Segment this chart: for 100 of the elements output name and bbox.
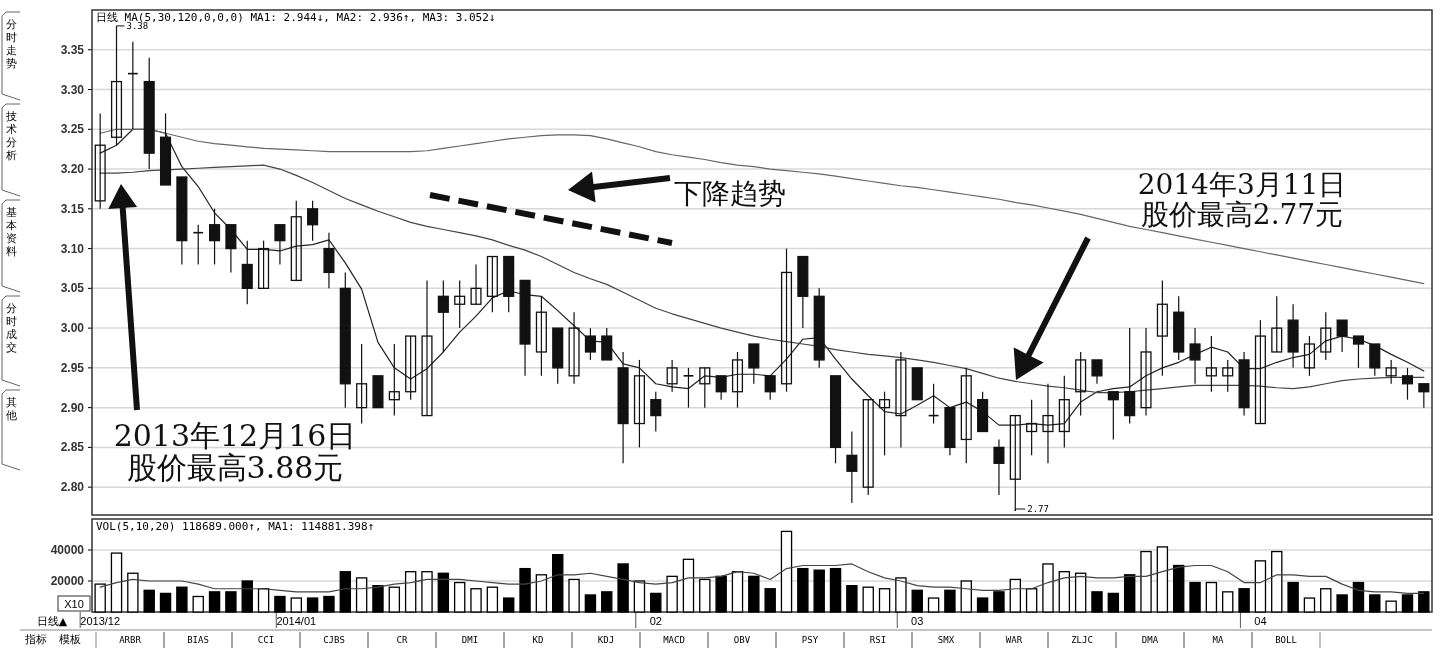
candlestick xyxy=(1156,279,1168,377)
bar xyxy=(1189,581,1201,613)
bar xyxy=(1418,591,1430,613)
y-tick-label: 20000 xyxy=(50,574,85,588)
bar xyxy=(944,589,956,613)
bar xyxy=(617,563,629,613)
candlestick xyxy=(1140,327,1152,417)
bar xyxy=(453,581,466,613)
y-tick-label: 3.20 xyxy=(60,162,85,177)
text: 分时成交 xyxy=(5,302,17,354)
candlestick xyxy=(356,343,368,425)
candlestick xyxy=(470,263,482,305)
candlestick xyxy=(1320,311,1332,361)
text: RSI xyxy=(869,635,887,645)
text: WAR xyxy=(1005,635,1023,645)
bar xyxy=(421,571,433,613)
y-tick-label: 2.95 xyxy=(60,360,85,375)
candlestick xyxy=(454,279,466,329)
text: KDJ xyxy=(597,635,615,645)
candlestick xyxy=(290,200,302,282)
bar xyxy=(993,591,1005,613)
candlestick xyxy=(601,327,613,361)
candlestick xyxy=(895,351,907,448)
bar xyxy=(552,554,564,613)
y-tick-label: 3.00 xyxy=(60,321,85,336)
text: 日线▲ xyxy=(36,615,68,628)
candlestick xyxy=(862,399,874,496)
bar xyxy=(1107,592,1120,613)
candlestick xyxy=(633,359,645,448)
candlestick xyxy=(274,224,286,266)
y-tick-label: 3.15 xyxy=(60,201,85,216)
x-tick-label: 2014/01 xyxy=(276,615,317,627)
bar xyxy=(323,595,335,613)
bar xyxy=(666,575,678,613)
candlestick xyxy=(568,311,580,385)
bar xyxy=(715,575,727,613)
bar xyxy=(372,585,384,613)
y-tick-label: 2.90 xyxy=(60,400,85,415)
candlestick xyxy=(1026,399,1038,456)
bar xyxy=(1271,550,1283,613)
annotation: 2014年3月11日 xyxy=(1137,168,1347,201)
bar xyxy=(748,575,760,613)
candlestick xyxy=(1254,319,1266,425)
candlestick xyxy=(1336,319,1348,353)
bar xyxy=(682,558,695,613)
candlestick xyxy=(764,375,776,401)
candlestick xyxy=(993,438,1005,496)
candlestick xyxy=(241,240,253,305)
bar xyxy=(192,595,204,613)
candlestick xyxy=(258,240,270,289)
bar xyxy=(829,567,842,613)
candlestick xyxy=(94,112,106,210)
bar xyxy=(241,580,253,613)
candlestick xyxy=(731,351,744,409)
candlestick xyxy=(960,367,972,464)
bar xyxy=(176,586,188,613)
bar xyxy=(878,588,891,613)
annotation: 股价最高3.88元 xyxy=(126,450,344,485)
bar xyxy=(780,530,793,613)
candlestick xyxy=(225,224,237,274)
candlestick xyxy=(388,343,400,417)
candlestick xyxy=(1091,359,1103,385)
text: BIAS xyxy=(187,635,209,645)
text: MA xyxy=(1212,635,1224,645)
bar xyxy=(290,597,302,613)
text: DMI xyxy=(461,635,479,645)
bar xyxy=(976,597,989,613)
y-tick-label: 40000 xyxy=(50,543,85,557)
bar xyxy=(1352,581,1365,613)
candlestick xyxy=(1303,335,1315,377)
candlestick xyxy=(307,200,319,242)
y-tick-label: 3.35 xyxy=(60,42,85,57)
x-tick-label: 2013/12 xyxy=(80,615,121,627)
bar xyxy=(257,588,270,613)
text: 分时走势 xyxy=(5,18,17,70)
bar xyxy=(1385,600,1397,613)
x-tick-label: 03 xyxy=(911,615,924,627)
annotation: 下降趋势 xyxy=(674,177,786,210)
bar xyxy=(470,588,482,613)
x-tick-label: 04 xyxy=(1254,615,1267,627)
bar xyxy=(699,578,711,613)
candlestick xyxy=(1042,383,1054,464)
candlestick xyxy=(1075,351,1087,417)
candlestick xyxy=(1369,343,1381,377)
y-tick-label: 3.25 xyxy=(60,122,85,137)
bar xyxy=(1222,591,1234,613)
candlestick xyxy=(1124,327,1136,425)
bar xyxy=(1238,588,1250,613)
bar xyxy=(846,585,858,613)
annotation: 2.77 xyxy=(1027,504,1049,514)
candlestick xyxy=(715,375,727,401)
bar xyxy=(1042,563,1054,613)
bar xyxy=(862,586,874,613)
candlestick xyxy=(323,232,335,289)
bar xyxy=(927,597,940,613)
text: DMA xyxy=(1141,635,1159,645)
text: 指标 xyxy=(24,633,47,646)
bar xyxy=(1205,581,1218,613)
bar xyxy=(355,577,368,613)
bar xyxy=(274,595,286,613)
